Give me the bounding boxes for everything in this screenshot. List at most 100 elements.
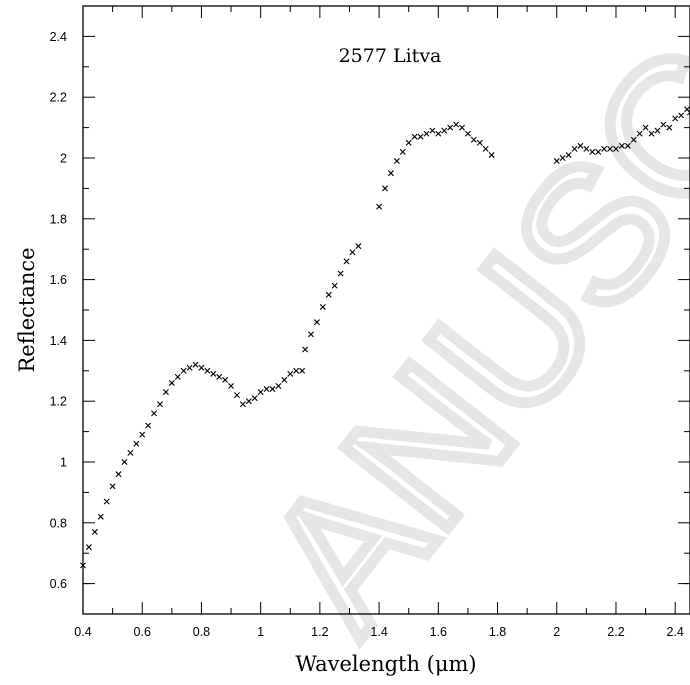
data-point <box>222 376 229 383</box>
x-tick-label: 1 <box>257 625 264 639</box>
data-point <box>642 124 649 131</box>
x-tick-label: 1.2 <box>311 625 328 639</box>
data-point <box>571 145 578 152</box>
data-point <box>607 145 614 152</box>
data-point <box>91 528 98 535</box>
data-point <box>139 431 146 438</box>
data-point <box>343 258 350 265</box>
data-point <box>672 115 679 122</box>
data-point <box>192 361 199 368</box>
data-point <box>660 121 667 128</box>
x-tick-label: 2 <box>553 625 560 639</box>
y-axis-title: Reflectance <box>15 247 39 372</box>
data-point <box>355 243 362 250</box>
x-tick-label: 0.8 <box>193 625 210 639</box>
data-point <box>186 364 193 371</box>
data-point <box>441 127 448 134</box>
data-point <box>482 145 489 152</box>
data-point <box>470 136 477 143</box>
data-point <box>233 392 240 399</box>
data-point <box>216 373 223 380</box>
data-point <box>156 401 163 408</box>
data-point <box>287 370 294 377</box>
y-tick-label: 0.6 <box>50 577 67 591</box>
x-tick-label: 2.2 <box>607 625 624 639</box>
data-point <box>453 121 460 128</box>
y-tick-label: 1 <box>60 456 67 470</box>
data-point <box>109 483 116 490</box>
y-tick-label: 1.2 <box>50 395 67 409</box>
chart-title: 2577 Litva <box>339 45 442 67</box>
data-point <box>239 401 246 408</box>
data-point <box>464 130 471 137</box>
watermark-text: ANUSC <box>225 11 690 666</box>
data-point <box>281 376 288 383</box>
data-point <box>204 367 211 374</box>
data-point <box>435 130 442 137</box>
data-point <box>553 158 560 165</box>
data-point <box>583 145 590 152</box>
data-point <box>488 151 495 158</box>
data-point <box>423 130 430 137</box>
data-point <box>331 282 338 289</box>
data-point <box>687 109 690 116</box>
data-point <box>337 270 344 277</box>
data-point <box>678 112 685 119</box>
x-tick-label: 1.4 <box>370 625 387 639</box>
data-point <box>417 133 424 140</box>
data-point <box>612 145 619 152</box>
x-tick-label: 0.6 <box>134 625 151 639</box>
data-point <box>168 379 175 386</box>
x-axis-title: Wavelength (μm) <box>295 652 476 676</box>
data-point <box>577 142 584 149</box>
data-point <box>133 440 140 447</box>
data-point <box>411 133 418 140</box>
data-point <box>174 373 181 380</box>
data-point <box>162 389 169 396</box>
data-point <box>589 148 596 155</box>
y-tick-label: 1.4 <box>50 334 67 348</box>
data-point <box>601 145 608 152</box>
data-point <box>115 471 122 478</box>
data-point <box>447 124 454 131</box>
data-point <box>245 398 252 405</box>
data-point <box>251 395 258 402</box>
y-tick-label: 1.6 <box>50 273 67 287</box>
data-point <box>299 367 306 374</box>
data-point <box>145 422 152 429</box>
data-point <box>121 459 128 465</box>
data-point <box>198 364 205 371</box>
x-tick-label: 2.4 <box>666 625 683 639</box>
data-point <box>257 389 264 396</box>
data-point <box>654 127 661 134</box>
watermark-layer: ANUSC <box>220 5 690 671</box>
data-point <box>308 331 314 338</box>
data-point <box>387 170 394 177</box>
data-point <box>429 127 436 134</box>
data-point <box>349 249 356 256</box>
data-point <box>269 386 276 393</box>
y-tick-label: 2.2 <box>50 91 67 105</box>
data-point <box>97 513 104 520</box>
data-point <box>325 291 332 298</box>
data-point <box>666 124 673 131</box>
x-tick-label: 0.4 <box>74 625 91 639</box>
x-tick-label: 1.6 <box>430 625 447 639</box>
data-point <box>275 383 282 389</box>
data-point <box>376 203 383 210</box>
x-tick-label: 1.8 <box>489 625 506 639</box>
data-point <box>595 148 602 155</box>
data-point <box>85 544 92 551</box>
y-tick-label: 2.4 <box>50 30 67 44</box>
data-point <box>210 370 217 377</box>
axis-ticks: 0.4 0.6 0.8 1 1.2 1.4 1.6 1.8 2 2.2 2.4 0.6 0.8 1 1.2 1… <box>50 6 690 639</box>
data-point <box>393 158 400 165</box>
data-point <box>302 346 309 353</box>
data-point <box>293 367 300 374</box>
data-point <box>263 386 270 393</box>
y-tick-label: 0.8 <box>50 516 67 530</box>
data-point <box>648 130 655 137</box>
data-point <box>459 124 465 131</box>
data-points <box>80 106 690 569</box>
